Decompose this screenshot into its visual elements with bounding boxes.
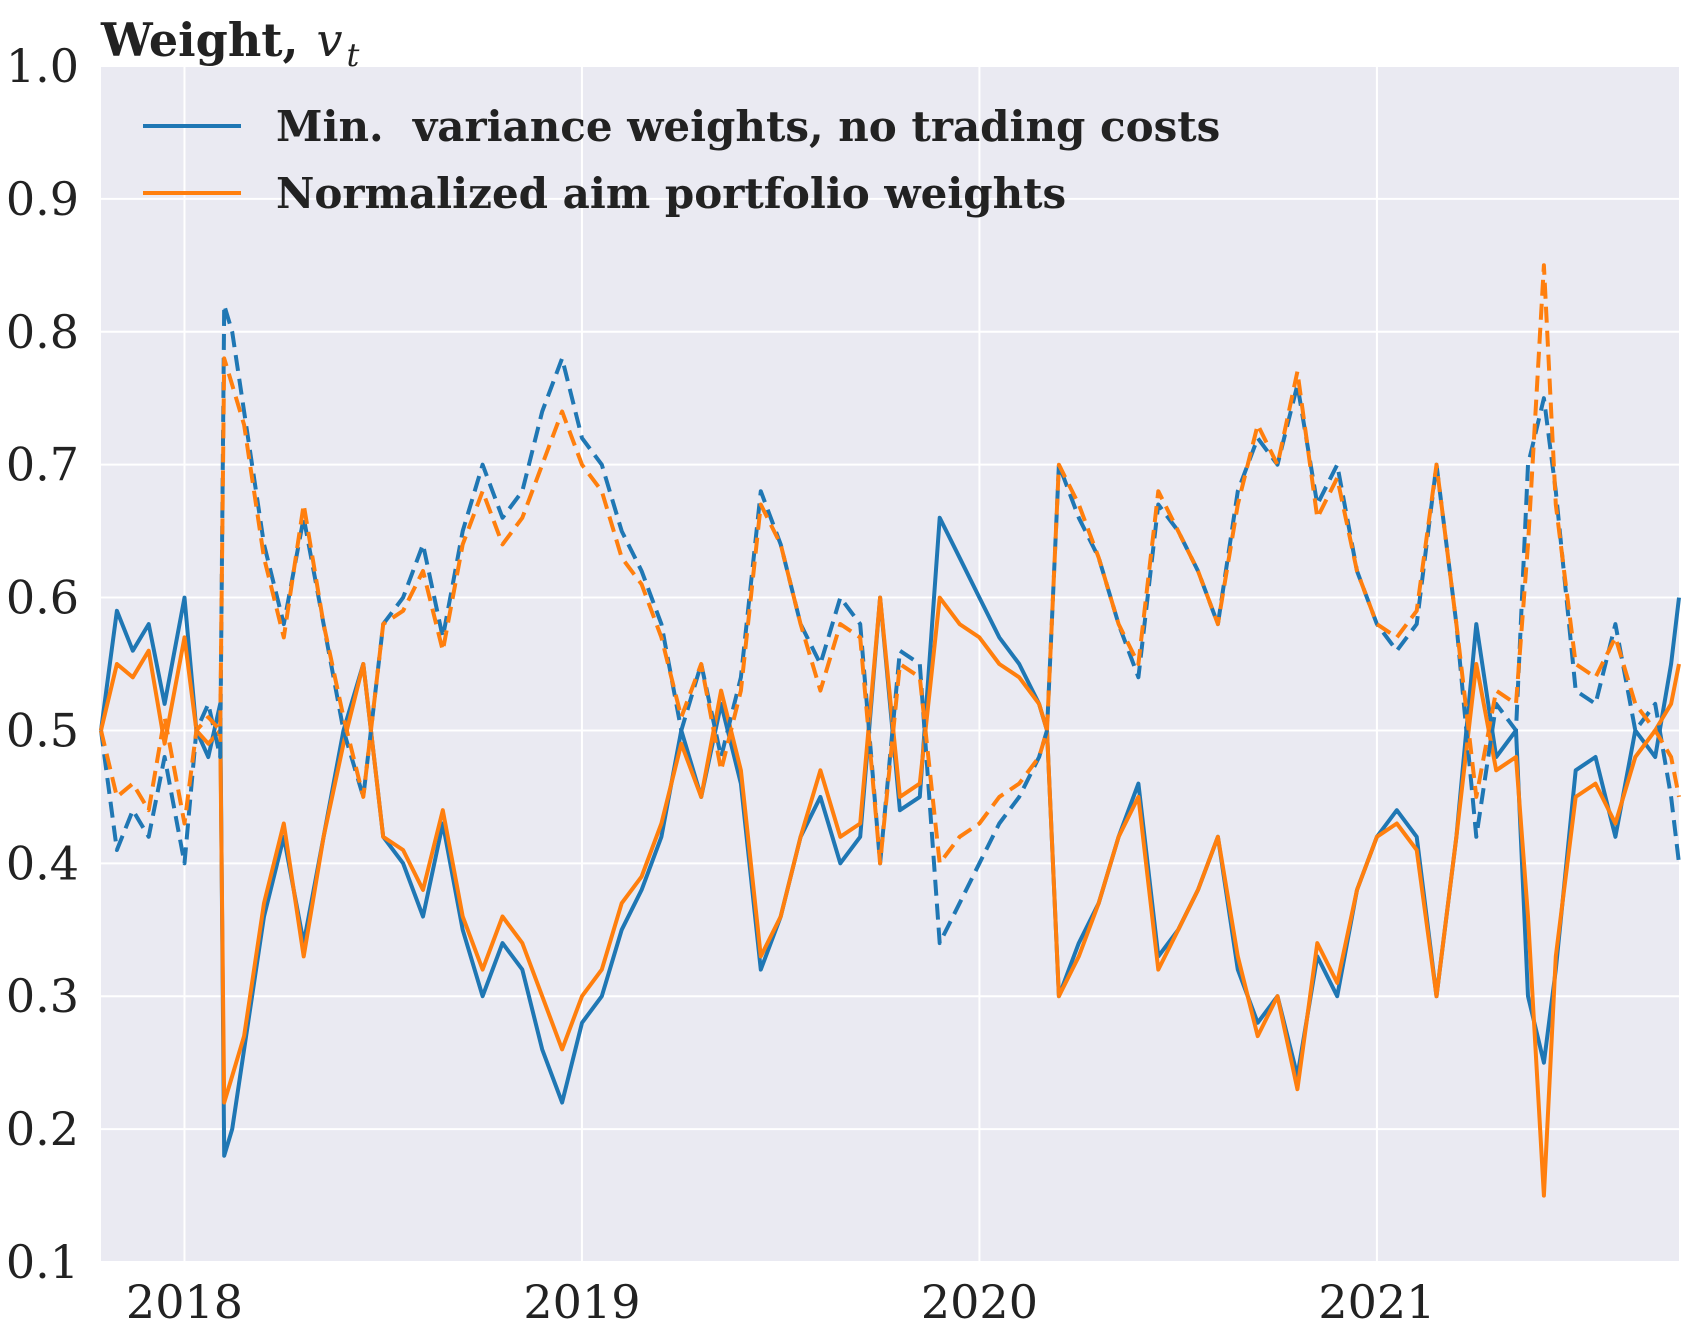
y-tick-label: 0.8 bbox=[6, 305, 79, 359]
y-tick-label: 0.1 bbox=[6, 1235, 79, 1289]
x-tick-label: 2018 bbox=[126, 1275, 243, 1329]
legend: Min. variance weights, no trading costs … bbox=[143, 102, 1220, 218]
y-tick-labels: 0.1 0.2 0.3 0.4 0.5 0.6 0.7 0.8 0.9 1.0 bbox=[6, 39, 79, 1289]
chart-title-text: Weight, bbox=[100, 13, 299, 67]
x-tick-labels: 2018 2019 2020 2021 bbox=[126, 1275, 1436, 1329]
y-tick-label: 0.3 bbox=[6, 969, 79, 1023]
series-aim-dashed bbox=[99, 263, 1681, 866]
y-tick-label: 0.5 bbox=[6, 703, 79, 757]
chart-title: Weight, v t bbox=[100, 13, 360, 74]
y-tick-label: 0.9 bbox=[6, 172, 79, 226]
x-tick-label: 2021 bbox=[1318, 1275, 1435, 1329]
x-tick-label: 2020 bbox=[921, 1275, 1038, 1329]
legend-label-normalized-aim: Normalized aim portfolio weights bbox=[276, 169, 1066, 218]
series-lines bbox=[99, 263, 1681, 1198]
y-tick-label: 0.6 bbox=[6, 571, 79, 625]
legend-label-min-variance: Min. variance weights, no trading costs bbox=[276, 102, 1220, 151]
y-tick-label: 1.0 bbox=[6, 39, 79, 93]
chart-title-subscript: t bbox=[347, 36, 360, 74]
y-tick-label: 0.2 bbox=[6, 1102, 79, 1156]
chart-title-variable: v bbox=[317, 13, 343, 67]
gridlines bbox=[101, 65, 1679, 1263]
y-tick-label: 0.7 bbox=[6, 438, 79, 492]
plot-background bbox=[101, 66, 1679, 1262]
series-aim-solid bbox=[99, 595, 1681, 1198]
x-tick-label: 2019 bbox=[523, 1275, 640, 1329]
y-tick-label: 0.4 bbox=[6, 836, 79, 890]
